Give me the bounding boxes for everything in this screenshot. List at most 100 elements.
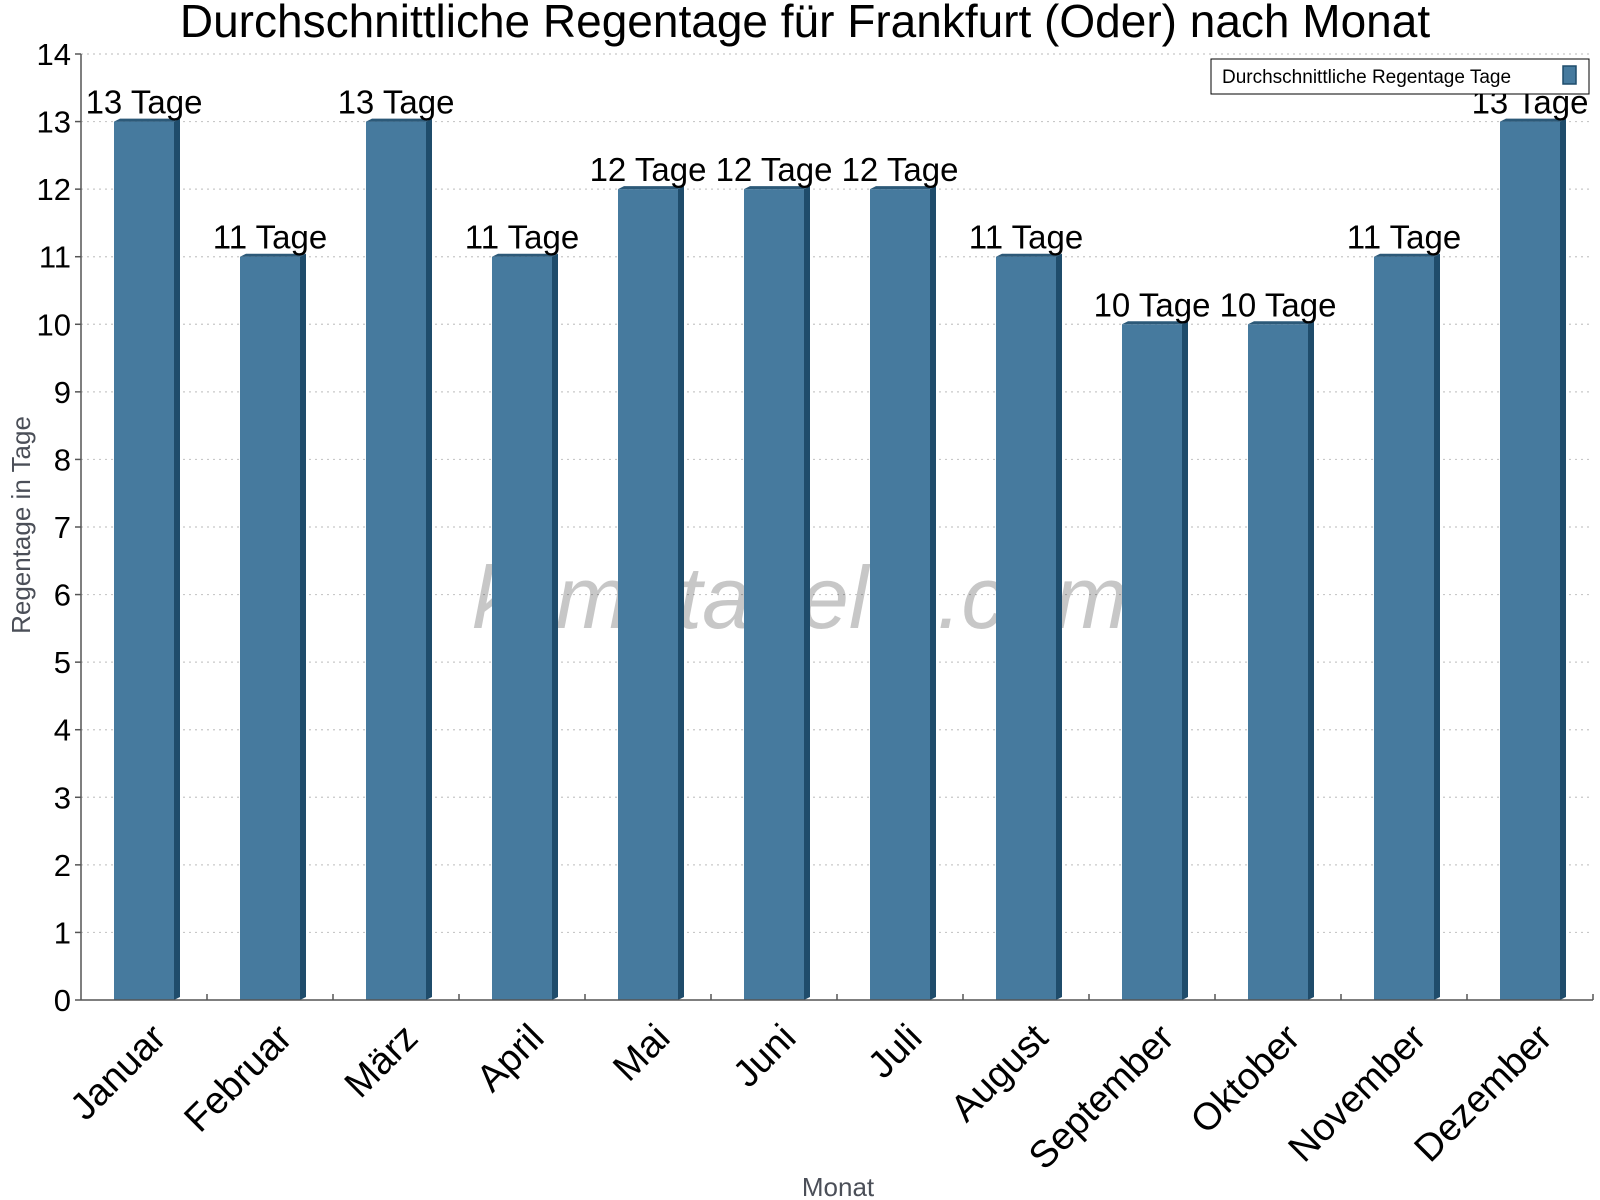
y-tick-label: 10 (37, 307, 71, 342)
grid-lines (81, 53, 1593, 934)
bar-top (114, 118, 180, 122)
data-label: 11 Tage (1347, 219, 1461, 256)
bar-top (1500, 118, 1566, 122)
bar-side (804, 186, 810, 1001)
bar-top (492, 253, 558, 257)
legend-box (1210, 58, 1590, 95)
bar-top (1248, 321, 1314, 325)
bar-mai (618, 186, 684, 1001)
x-tick-label: Januar (62, 1016, 174, 1128)
bar-front (1248, 324, 1308, 1000)
y-tick-label: 2 (54, 848, 71, 883)
x-tick-label: Mai (605, 1017, 678, 1090)
bar-märz (366, 118, 432, 1001)
x-tick-label: November (1281, 1016, 1435, 1170)
x-tick-label: August (943, 1016, 1057, 1130)
bar-front (1374, 256, 1434, 1000)
legend: Durchschnittliche Regentage Tage (1210, 58, 1590, 95)
chart-title: Durchschnittliche Regentage für Frankfur… (180, 0, 1430, 47)
data-label: 10 Tage (1094, 286, 1211, 323)
x-tick-label: April (469, 1017, 552, 1100)
y-tick-label: 0 (54, 983, 71, 1018)
y-axis-title: Regentage in Tage (6, 416, 36, 634)
y-tick-label: 12 (37, 172, 71, 207)
bars-layer (114, 118, 1566, 1001)
bar-front (492, 256, 552, 1000)
bar-front (618, 189, 678, 1001)
y-tick-label: 8 (54, 442, 71, 477)
bar-front (744, 189, 804, 1001)
legend-label: Durchschnittliche Regentage Tage (1222, 67, 1511, 88)
data-label: 13 Tage (338, 84, 455, 121)
bar-side (552, 253, 558, 1000)
data-label: 11 Tage (213, 219, 327, 256)
bar-front (870, 189, 930, 1001)
bar-dezember (1500, 118, 1566, 1001)
bar-front (1500, 121, 1560, 1001)
y-tick-label: 6 (54, 578, 71, 613)
bar-top (618, 186, 684, 190)
bar-side (1056, 253, 1062, 1000)
bar-april (492, 253, 558, 1000)
data-label: 13 Tage (86, 84, 203, 121)
x-tick-label: Oktober (1183, 1016, 1309, 1142)
y-tick-label: 3 (54, 780, 71, 815)
data-label: 11 Tage (465, 219, 579, 256)
y-tick-label: 13 (37, 105, 71, 140)
bar-oktober (1248, 321, 1314, 1000)
bar-front (114, 121, 174, 1001)
y-tick-label: 11 (39, 240, 71, 275)
bar-side (1308, 321, 1314, 1000)
bar-top (996, 253, 1062, 257)
bar-top (240, 253, 306, 257)
x-tick-label: Dezember (1407, 1016, 1561, 1170)
x-axis-title: Monat (802, 1172, 875, 1200)
bar-front (1122, 324, 1182, 1000)
bar-januar (114, 118, 180, 1001)
bar-side (174, 118, 180, 1001)
bar-juli (870, 186, 936, 1001)
bar-top (366, 118, 432, 122)
y-tick-label: 9 (54, 375, 71, 410)
x-tick-label: Juli (860, 1017, 930, 1087)
bar-front (240, 256, 300, 1000)
data-label: 12 Tage (842, 151, 959, 188)
bar-top (744, 186, 810, 190)
bar-side (678, 186, 684, 1001)
bar-top (1122, 321, 1188, 325)
data-label: 12 Tage (716, 151, 833, 188)
bar-side (300, 253, 306, 1000)
x-tick-label: März (337, 1017, 426, 1106)
y-tick-label: 7 (54, 510, 71, 545)
bar-side (930, 186, 936, 1001)
data-label: 10 Tage (1220, 286, 1337, 323)
data-label: 11 Tage (969, 219, 1083, 256)
bar-top (1374, 253, 1440, 257)
y-tick-label: 1 (54, 915, 71, 950)
bar-august (996, 253, 1062, 1000)
bar-side (1560, 118, 1566, 1001)
bar-februar (240, 253, 306, 1000)
x-tick-labels: Januar Februar März April Mai Juni Juli AugustS… (62, 1016, 1560, 1177)
y-tick-label: 14 (37, 37, 71, 72)
bar-side (1182, 321, 1188, 1000)
bar-september (1122, 321, 1188, 1000)
data-label: 12 Tage (590, 151, 707, 188)
y-tick-label: 4 (54, 713, 71, 748)
bar-top (870, 186, 936, 190)
x-tick-label: Juni (725, 1017, 804, 1096)
bar-side (1434, 253, 1440, 1000)
bar-juni (744, 186, 810, 1001)
legend-swatch (1562, 65, 1577, 85)
bar-november (1374, 253, 1440, 1000)
bar-front (996, 256, 1056, 1000)
axes-layer (75, 53, 1594, 1001)
x-tick-label: Februar (177, 1016, 301, 1140)
bar-front (366, 121, 426, 1001)
y-tick-label: 5 (54, 645, 71, 680)
bar-side (426, 118, 432, 1001)
